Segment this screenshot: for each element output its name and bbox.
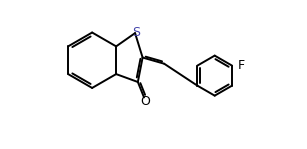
Text: S: S: [133, 26, 141, 39]
Text: F: F: [237, 59, 245, 72]
Text: O: O: [141, 95, 150, 108]
